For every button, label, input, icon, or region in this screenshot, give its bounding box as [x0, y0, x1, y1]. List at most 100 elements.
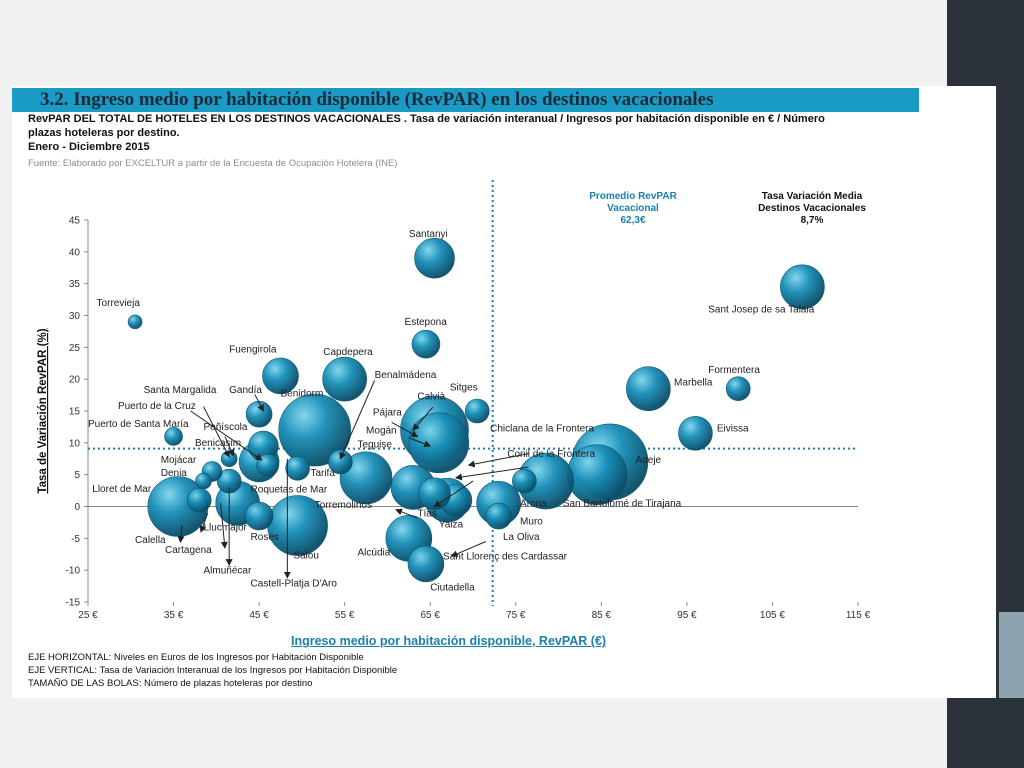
bubble-label: Santanyi [409, 229, 448, 240]
bubble-label: Estepona [405, 317, 448, 328]
leader-arrow [391, 422, 419, 437]
bubble-label: Muro [520, 516, 543, 527]
y-tick-label: 25 [69, 343, 81, 354]
leader-arrow [454, 466, 529, 481]
slide-content: 3.2. Ingreso medio por habitación dispon… [12, 86, 996, 698]
bubble-label: Sant Llorenç des Cardassar [443, 551, 568, 562]
leader-arrow [177, 525, 185, 544]
bubble-label: Peñíscola [204, 422, 248, 433]
bubble-mogan [408, 412, 470, 474]
x-tick-label: 85 € [592, 610, 612, 621]
average-variation-label: Tasa Variación Media [762, 191, 863, 202]
y-tick-label: 30 [69, 311, 81, 322]
leader-arrow [408, 437, 432, 448]
bubble-santanyi [414, 237, 455, 279]
bubble-benalmadena [328, 449, 353, 475]
bubble-eivissa [678, 415, 713, 451]
chart-source: Fuente: Elaborado por EXCELTUR a partir … [28, 158, 398, 169]
bubble-label: Eivissa [717, 423, 749, 434]
bubble-label: Roses [251, 532, 279, 543]
leader-arrow [199, 512, 209, 533]
bubble-label: Tarifa [310, 468, 335, 479]
bubble-label: Benicasim [195, 438, 241, 449]
y-tick-label: -10 [66, 566, 81, 577]
bubble-estepona [411, 329, 441, 359]
bubble-label: Puerto de la Cruz [118, 401, 196, 412]
bubble-label: Santa Margalida [144, 385, 217, 396]
bubble-gandia [245, 400, 273, 428]
bubble-label: Capdepera [323, 347, 373, 358]
bubble-label: Almuñécar [204, 565, 252, 576]
leader-arrow [339, 380, 376, 460]
bubble-teguise [418, 477, 451, 511]
average-variation-label: Destinos Vacacionales [758, 203, 866, 214]
bubble-benidorm [278, 393, 352, 467]
x-tick-label: 75 € [506, 610, 526, 621]
bubble-label: Formentera [708, 365, 760, 376]
x-tick-label: 65 € [420, 610, 440, 621]
bubble-label: Torremolinos [315, 500, 372, 511]
y-axis-title: Tasa de Variación RevPAR (%) [37, 328, 49, 493]
bubble-sitges [464, 398, 490, 424]
chart-header-period: Enero - Diciembre 2015 [28, 141, 150, 153]
bubble-label: Adeje [636, 455, 662, 466]
bubble-sant-josep-de-sa-talaia [780, 264, 825, 310]
bubble-formentera [725, 376, 751, 402]
bubble-label: Sitges [450, 383, 478, 394]
bubble-label: Arona [520, 499, 547, 510]
bubble-conil-de-la-frontera [512, 468, 537, 494]
leader-arrow [203, 406, 230, 458]
leader-arrow [412, 406, 434, 431]
leader-arrow [467, 453, 529, 468]
bubble-puerto-de-santa-maria [164, 427, 183, 446]
bubble-label: Benalmádena [375, 370, 437, 381]
leader-arrow [254, 394, 264, 412]
bubble-benicasim [220, 450, 238, 468]
bubble-label: Denia [161, 468, 188, 479]
x-tick-label: 95 € [677, 610, 697, 621]
bubble-label: Castell-Platja D'Aro [251, 579, 338, 590]
bubble-label: Tías [417, 509, 436, 520]
bubble-llucmajor [186, 487, 212, 513]
bubble-ciutadella [407, 545, 445, 583]
x-tick-label: 45 € [249, 610, 269, 621]
bubble-label: Teguise [358, 439, 393, 450]
bubble-label: Benidorm [281, 388, 324, 399]
bubble-label: Yaiza [439, 520, 464, 531]
section-title: 3.2. Ingreso medio por habitación dispon… [40, 89, 714, 110]
y-tick-label: 5 [74, 470, 80, 481]
y-tick-label: 45 [69, 216, 81, 227]
bubble-label: Alcúdia [358, 548, 391, 559]
average-revpar-label: 62,3€ [620, 215, 645, 226]
bubble-label: Salou [293, 551, 319, 562]
bubble-chart: -15 -10 -5 0 5 10 15 20 25 30 35 40 45 25 € 35 € 45 € 55… [37, 180, 871, 621]
bubble-label: Gandía [229, 385, 262, 396]
bubble-label: Cartagena [165, 545, 212, 556]
bubble-label: Mogán [366, 425, 397, 436]
y-tick-label: 0 [74, 502, 80, 513]
leader-arrow [433, 480, 474, 508]
bubble-santa-margalida [256, 453, 279, 477]
bubble-la-oliva [485, 502, 512, 530]
bubble-label: Ciutadella [430, 583, 475, 594]
y-tick-label: 20 [69, 375, 81, 386]
leader-arrow [190, 410, 263, 461]
x-axis-title: Ingreso medio por habitación disponible,… [291, 634, 607, 648]
bubble-label: Marbella [674, 378, 713, 389]
bubble-label: Fuengirola [229, 344, 277, 355]
bubble-pajara [339, 451, 393, 505]
section-banner: 3.2. Ingreso medio por habitación dispon… [12, 88, 919, 112]
bubble-denia [195, 472, 212, 490]
leader-arrow [450, 541, 487, 558]
average-variation-label: 8,7% [801, 215, 824, 226]
bubble-fuengirola [262, 357, 299, 395]
bubble-label: Chiclana de la Frontera [490, 423, 594, 434]
bubble-label: Calvià [417, 392, 445, 403]
x-tick-label: 115 € [846, 610, 871, 621]
bubble-label: Torrevieja [97, 298, 141, 309]
bubble-capdepera [322, 356, 367, 402]
note-bubble-size: TAMAÑO DE LAS BOLAS: Número de plazas ho… [28, 678, 313, 689]
bubble-label: Roquetas de Mar [251, 484, 328, 495]
y-tick-label: 40 [69, 247, 81, 258]
chart-header-line-1: RevPAR DEL TOTAL DE HOTELES EN LOS DESTI… [28, 113, 825, 125]
